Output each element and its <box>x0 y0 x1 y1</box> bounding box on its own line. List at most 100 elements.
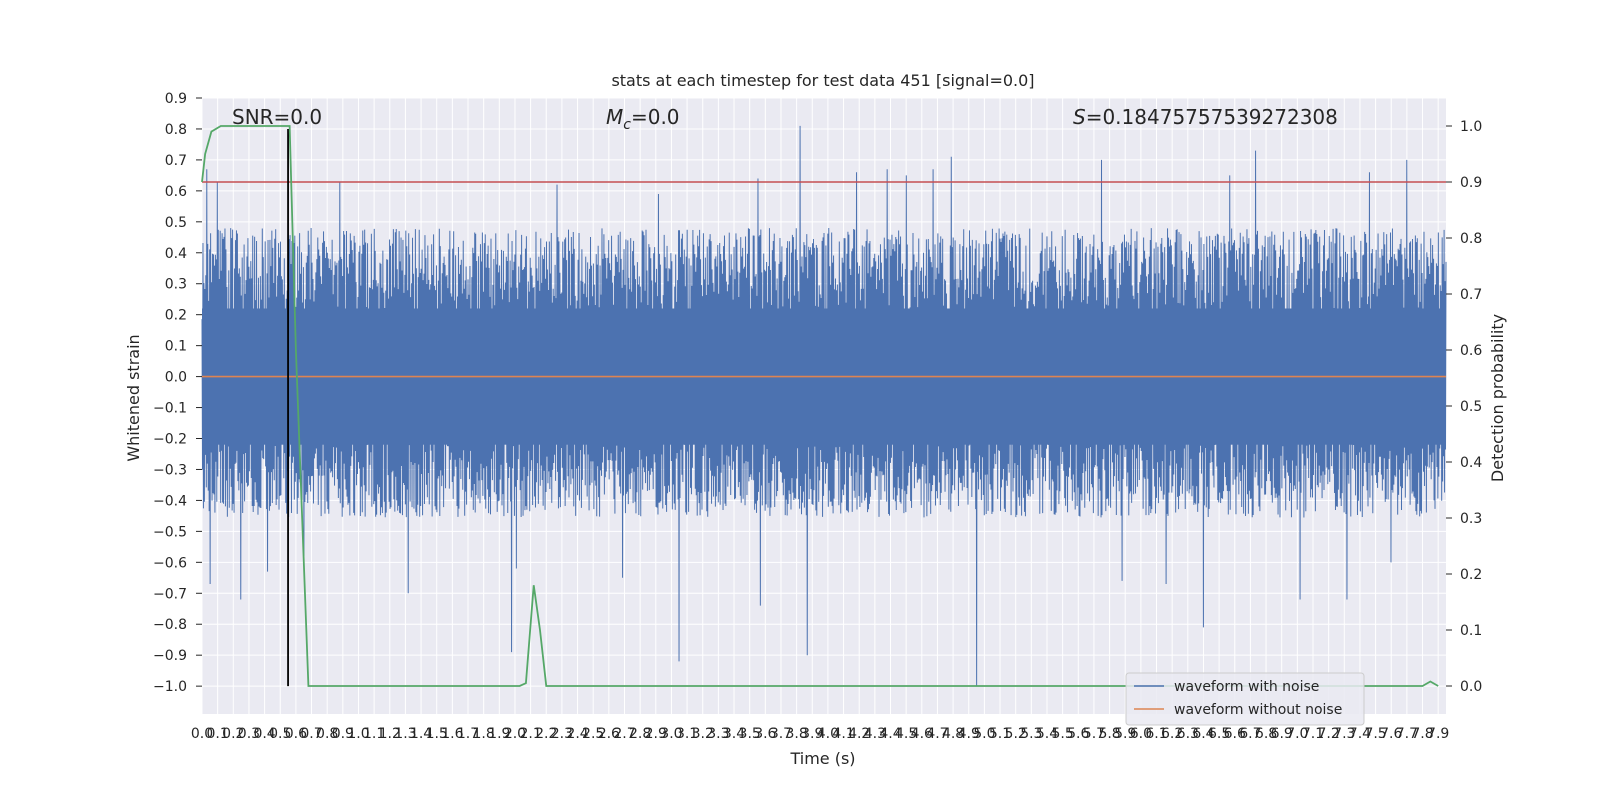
x-axis-label: Time (s) <box>789 749 855 768</box>
x-tick-label: 6.6 <box>1224 726 1246 742</box>
x-tick-label: 2.8 <box>629 726 651 742</box>
x-tick-label: 1.2 <box>379 726 401 742</box>
x-tick-label: 1.6 <box>441 726 463 742</box>
x-tick-label: 3.8 <box>785 726 807 742</box>
x-tick-label: 1.3 <box>394 726 416 742</box>
x-tick-label: 4.9 <box>958 726 980 742</box>
x-tick-label: 0.2 <box>222 726 244 742</box>
x-tick-label: 3.3 <box>707 726 729 742</box>
y-tick-label: 0.3 <box>165 277 187 293</box>
x-tick-label: 7.4 <box>1349 726 1371 742</box>
x-tick-label: 5.4 <box>1036 726 1058 742</box>
x-tick-label: 1.5 <box>426 726 448 742</box>
x-tick-label: 6.1 <box>1145 726 1167 742</box>
x-tick-label: 3.1 <box>676 726 698 742</box>
x-tick-label: 6.9 <box>1271 726 1293 742</box>
y-tick-label: −0.2 <box>153 432 187 448</box>
x-tick-label: 2.4 <box>566 726 588 742</box>
y-tick-label: −0.6 <box>153 555 187 571</box>
x-tick-label: 3.9 <box>801 726 823 742</box>
x-tick-label: 5.5 <box>1051 726 1073 742</box>
x-tick-label: 5.2 <box>1005 726 1027 742</box>
x-tick-label: 3.0 <box>660 726 682 742</box>
y2-tick-label: 0.8 <box>1460 231 1482 247</box>
x-tick-labels: 0.00.10.20.30.40.50.60.70.80.91.01.11.21… <box>191 726 1449 742</box>
y2-tick-label: 0.1 <box>1460 623 1482 639</box>
y2-tick-label: 0.9 <box>1460 175 1482 191</box>
y-tick-label: 0.7 <box>165 153 187 169</box>
x-tick-label: 5.3 <box>1020 726 1042 742</box>
x-tick-label: 4.7 <box>926 726 948 742</box>
x-tick-label: 6.2 <box>1161 726 1183 742</box>
y2-tick-label: 0.2 <box>1460 567 1482 583</box>
x-tick-label: 0.3 <box>238 726 260 742</box>
x-tick-label: 5.6 <box>1067 726 1089 742</box>
y2-axis-label: Detection probability <box>1488 314 1507 482</box>
x-tick-label: 0.0 <box>191 726 213 742</box>
y2-tick-label: 0.3 <box>1460 511 1482 527</box>
x-tick-label: 2.7 <box>613 726 635 742</box>
y-tick-label: −0.5 <box>153 524 187 540</box>
x-tick-label: 0.7 <box>300 726 322 742</box>
s-symbol: S <box>1073 105 1086 129</box>
x-tick-label: 4.0 <box>817 726 839 742</box>
x-tick-label: 7.6 <box>1380 726 1402 742</box>
x-tick-label: 0.8 <box>316 726 338 742</box>
y-tick-labels: 0.9 0.8 0.7 0.6 0.5 0.4 0.3 0.2 0.1 0.0 −0.1 −0.2 −0… <box>153 91 202 695</box>
y-tick-label: −1.0 <box>153 679 187 695</box>
x-tick-label: 1.4 <box>410 726 432 742</box>
y-tick-label: −0.4 <box>153 493 187 509</box>
x-tick-label: 7.1 <box>1302 726 1324 742</box>
x-tick-label: 2.6 <box>598 726 620 742</box>
y-tick-label: −0.8 <box>153 617 187 633</box>
x-tick-label: 6.4 <box>1192 726 1214 742</box>
x-tick-label: 0.4 <box>253 726 275 742</box>
y2-tick-label: 0.5 <box>1460 399 1482 415</box>
y2-tick-label: 1.0 <box>1460 119 1482 135</box>
x-tick-label: 6.7 <box>1239 726 1261 742</box>
x-tick-label: 6.0 <box>1130 726 1152 742</box>
y-axis-label: Whitened strain <box>124 334 143 461</box>
x-tick-label: 2.5 <box>582 726 604 742</box>
y-tick-label: −0.7 <box>153 586 187 602</box>
x-tick-label: 5.1 <box>989 726 1011 742</box>
x-tick-label: 1.7 <box>457 726 479 742</box>
legend: waveform with noise waveform without noi… <box>1125 672 1365 726</box>
mc-annotation: Mc=0.0 <box>606 105 680 133</box>
x-tick-label: 7.9 <box>1427 726 1449 742</box>
y-tick-label: 0.1 <box>165 339 187 355</box>
y2-tick-label: 0.0 <box>1460 679 1482 695</box>
x-tick-label: 1.8 <box>473 726 495 742</box>
y2-tick-labels: 1.0 0.9 0.8 0.7 0.6 0.5 0.4 0.3 0.2 0.1 0.0 <box>1446 119 1482 695</box>
chart-title: stats at each timestep for test data 451… <box>611 71 1034 90</box>
y-tick-label: 0.8 <box>165 122 187 138</box>
x-tick-label: 4.2 <box>848 726 870 742</box>
x-tick-label: 7.3 <box>1333 726 1355 742</box>
x-tick-label: 3.2 <box>692 726 714 742</box>
x-tick-label: 4.5 <box>895 726 917 742</box>
x-tick-label: 2.2 <box>535 726 557 742</box>
x-tick-label: 2.3 <box>551 726 573 742</box>
x-tick-label: 4.6 <box>911 726 933 742</box>
y-tick-label: 0.0 <box>165 370 187 386</box>
x-tick-label: 2.0 <box>504 726 526 742</box>
x-tick-label: 5.9 <box>1114 726 1136 742</box>
x-tick-label: 7.2 <box>1318 726 1340 742</box>
y-tick-label: 0.5 <box>165 215 187 231</box>
y-tick-label: 0.4 <box>165 246 187 262</box>
x-tick-label: 2.1 <box>519 726 541 742</box>
x-tick-label: 7.5 <box>1364 726 1386 742</box>
y2-tick-label: 0.6 <box>1460 343 1482 359</box>
x-tick-label: 5.7 <box>1083 726 1105 742</box>
x-tick-label: 7.8 <box>1411 726 1433 742</box>
x-tick-label: 2.9 <box>645 726 667 742</box>
x-tick-label: 5.8 <box>1098 726 1120 742</box>
x-tick-label: 4.1 <box>832 726 854 742</box>
x-tick-label: 6.3 <box>1177 726 1199 742</box>
snr-annotation: SNR=0.0 <box>232 105 322 129</box>
x-tick-label: 0.6 <box>285 726 307 742</box>
x-tick-label: 0.5 <box>269 726 291 742</box>
x-tick-label: 0.9 <box>332 726 354 742</box>
y2-tick-label: 0.7 <box>1460 287 1482 303</box>
